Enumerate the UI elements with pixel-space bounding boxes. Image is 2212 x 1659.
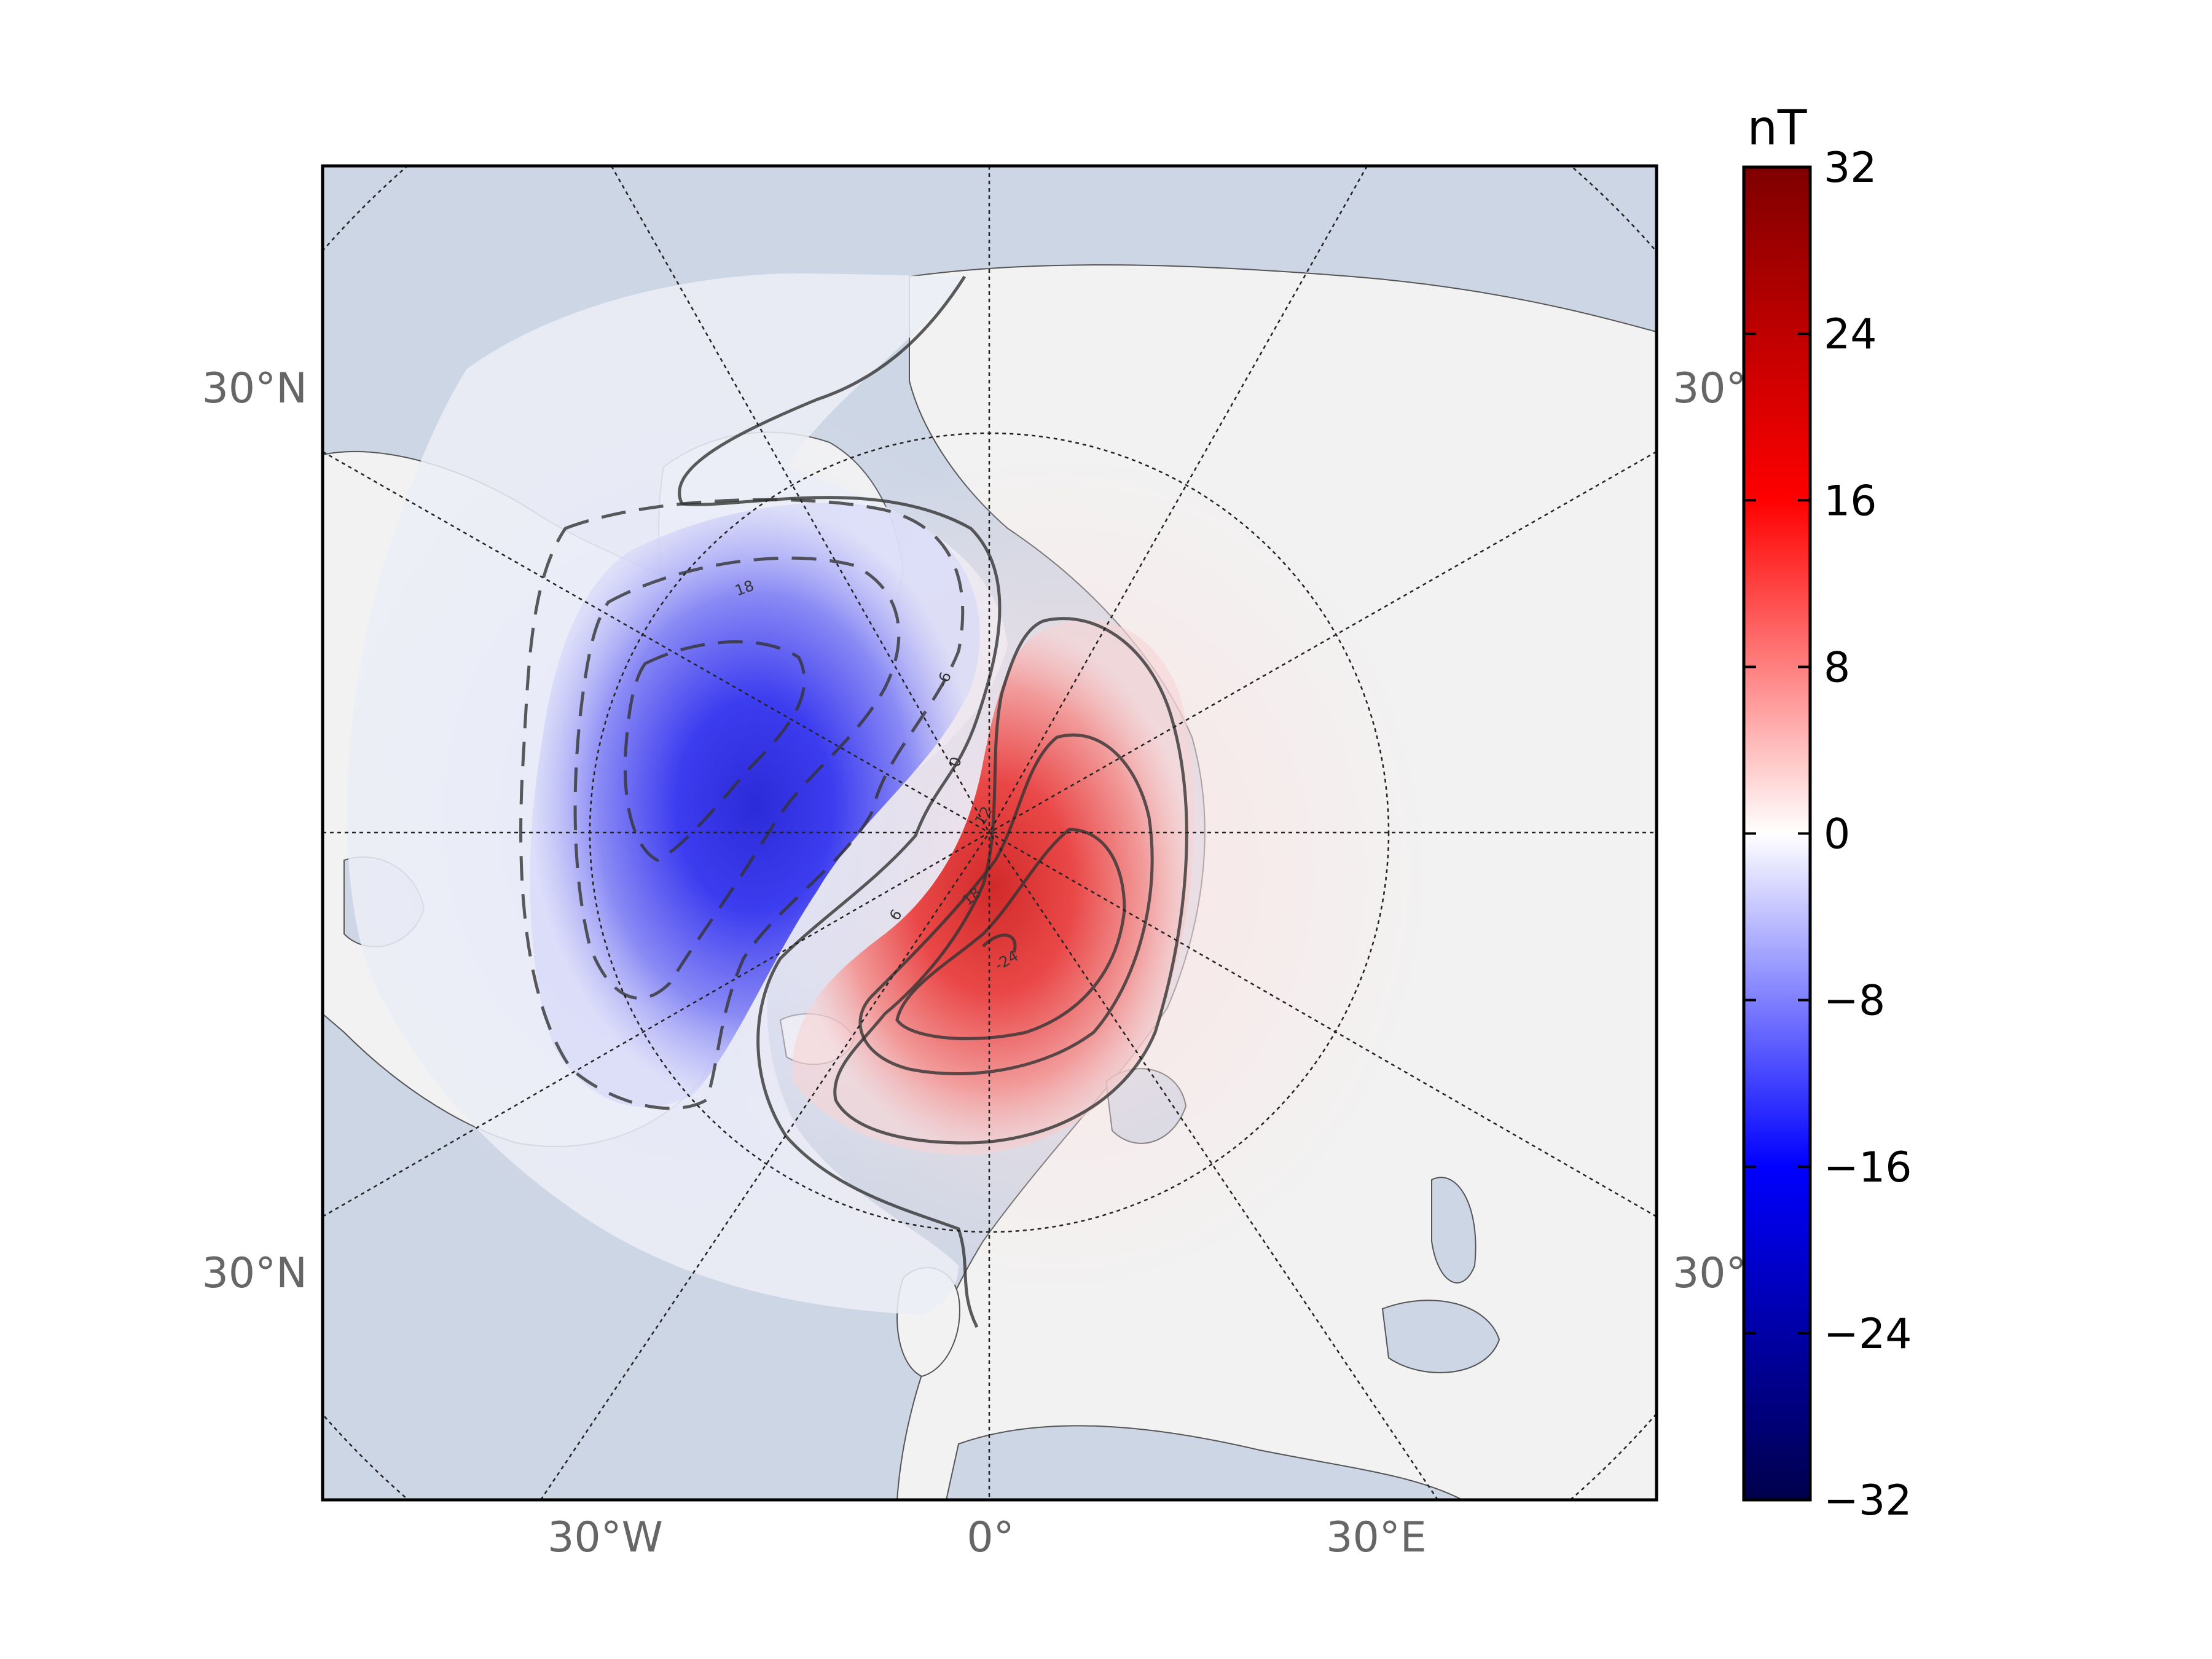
colorbar-tick-label: 32 bbox=[1824, 144, 1877, 192]
contour-pos-6 bbox=[833, 617, 1188, 1145]
positive-core bbox=[792, 619, 1195, 1155]
sea-mediterranean bbox=[945, 1425, 1463, 1500]
parallel-label: 30°N bbox=[202, 1249, 307, 1298]
colorbar-tick-label: 16 bbox=[1824, 477, 1877, 525]
meridian-line bbox=[539, 832, 990, 1500]
contour-lines bbox=[519, 275, 1188, 1328]
meridian-line bbox=[988, 832, 1439, 1500]
graticule bbox=[323, 166, 1657, 1500]
meridian-line bbox=[323, 831, 990, 1218]
meridian-line bbox=[610, 166, 990, 833]
meridian-label: 0° bbox=[967, 1513, 1014, 1562]
parallel-label: 30°N bbox=[202, 364, 307, 413]
sea-caspian bbox=[1431, 1177, 1477, 1284]
meridian-line bbox=[989, 450, 1657, 834]
parallel-label: 30° bbox=[1673, 1249, 1747, 1298]
colorbar-tick-label: 24 bbox=[1824, 310, 1877, 359]
colorbar-tick-label: −8 bbox=[1824, 977, 1885, 1026]
map-tick-labels: 30°W 0° 30°E 30°N 30°N 30° 30° bbox=[202, 364, 1747, 1562]
meridian-label: 30°W bbox=[547, 1513, 663, 1562]
meridian-line bbox=[989, 831, 1657, 1218]
meridian-line bbox=[988, 166, 1368, 833]
parallel-label: 30° bbox=[1673, 364, 1747, 413]
sea-black bbox=[1381, 1300, 1500, 1373]
colorbar-tick-label: −24 bbox=[1824, 1310, 1912, 1359]
negative-core bbox=[530, 503, 980, 1107]
contour-neg-18 bbox=[623, 640, 806, 862]
colorbar-ticks: 32 24 16 8 0 −8 −16 −24 −32 bbox=[1744, 144, 1912, 1525]
colorbar-tick-label: −32 bbox=[1824, 1477, 1912, 1525]
contour-pos-18 bbox=[895, 828, 1126, 1040]
meridian-label: 30°E bbox=[1326, 1513, 1427, 1562]
colorbar: nT 32 24 16 8 0 −8 −16 −24 −32 bbox=[1742, 101, 1912, 1525]
colorbar-tick-label: −16 bbox=[1824, 1143, 1912, 1192]
meridian-line bbox=[323, 450, 990, 834]
colorbar-tick-label: 0 bbox=[1824, 810, 1850, 859]
contour-neg-12 bbox=[573, 556, 901, 1000]
contour-zero-line bbox=[678, 275, 1002, 1328]
colorbar-tick-label: 8 bbox=[1824, 643, 1850, 692]
map-panel: 18 -6 0 12 6 18 -24 bbox=[323, 166, 1657, 1500]
parallel-circle bbox=[589, 432, 1390, 1233]
colorbar-unit-label: nT bbox=[1747, 101, 1806, 156]
map-frame bbox=[321, 164, 1658, 1502]
contour-pos-12 bbox=[858, 733, 1154, 1075]
